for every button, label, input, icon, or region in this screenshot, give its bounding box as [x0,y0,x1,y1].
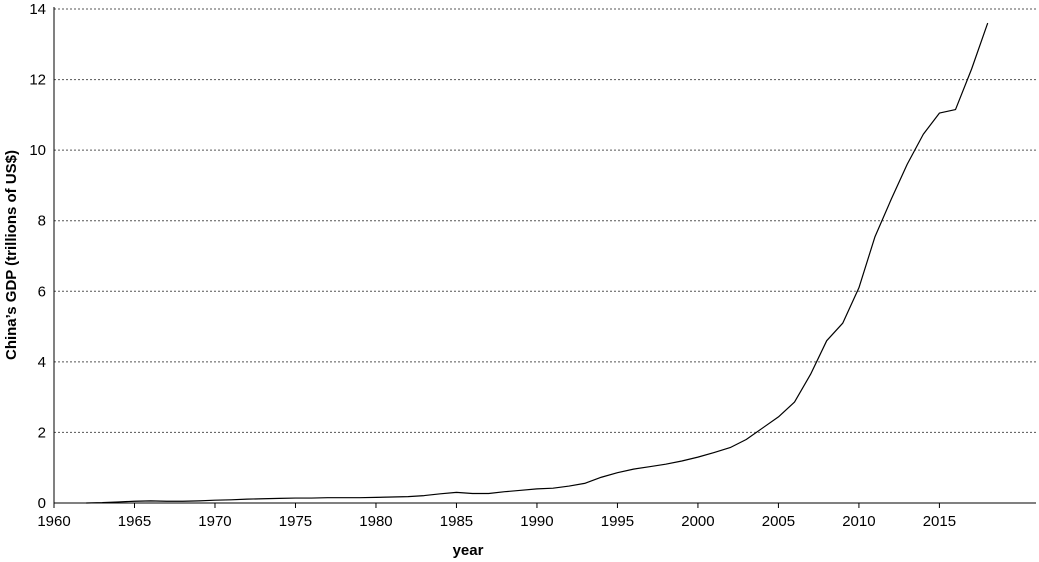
x-tick-label: 1990 [520,513,553,530]
y-tick-label: 2 [38,424,46,441]
x-tick-label: 2010 [842,513,875,530]
x-tick-label: 1980 [359,513,392,530]
series [86,22,989,504]
x-tick-label: 1985 [440,513,473,530]
x-tick-label: 1960 [37,513,70,530]
y-tick-label: 14 [29,1,46,18]
y-tick-label: 12 [29,72,46,89]
y-tick-label: 0 [38,495,46,512]
x-tick-label: 2005 [762,513,795,530]
gridlines [54,8,1036,433]
x-tick-label: 2000 [681,513,714,530]
x-tick-label: 1965 [118,513,151,530]
x-axis-title: year [453,542,484,559]
y-tick-label: 10 [29,142,46,159]
x-tick-label: 1970 [198,513,231,530]
y-tick-labels: 0 2 4 6 8 10 12 14 [29,1,46,512]
y-tick-label: 6 [38,283,46,300]
y-axis-title: China’s GDP (trillions of US$) [3,150,20,360]
x-tick-labels: 1960 1965 1970 1975 1980 1985 1990 1995 2000 2005… [37,513,956,530]
x-tick-label: 1995 [601,513,634,530]
axes [53,7,1036,508]
x-tick-label: 1975 [279,513,312,530]
series-line-0 [86,22,989,504]
x-tick-label: 2015 [923,513,956,530]
y-tick-label: 4 [38,354,46,371]
y-tick-label: 8 [38,213,46,230]
